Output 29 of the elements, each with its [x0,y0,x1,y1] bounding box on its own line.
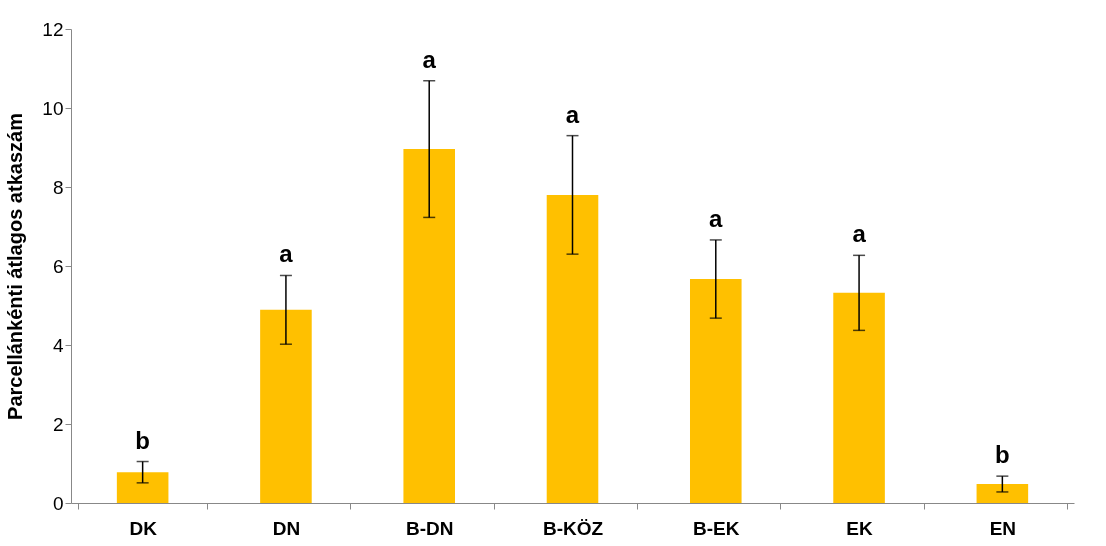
y-tick-label: 8 [52,176,64,198]
y-tick-label: 6 [52,255,64,277]
bar [260,309,312,503]
annotation: a [565,100,580,128]
x-tick-label: B-KÖZ [542,517,604,539]
bar [116,472,169,503]
y-tick-label: 2 [52,413,64,435]
bar [403,149,456,503]
y-tick-label: 10 [42,97,64,119]
y-tick-label: 0 [52,492,64,514]
x-tick-label: EN [989,517,1017,539]
x-tick-label: B-EK [693,517,740,539]
annotation: a [852,220,867,248]
x-tick-label: DN [272,517,301,539]
y-axis-title: Parcellánkénti átlagos atkaszám [4,113,27,420]
annotation: b [135,426,150,454]
annotation: a [709,204,724,232]
x-tick-label: B-DN [405,517,454,539]
annotation: a [279,240,294,268]
annotation: a [422,45,437,73]
y-tick-label: 12 [42,18,64,40]
bar [689,279,742,503]
bar [833,292,885,503]
x-tick-label: EK [846,517,874,539]
y-tick-label: 4 [52,334,64,356]
bar [976,484,1029,503]
x-tick-label: DK [129,517,158,539]
annotation: b [995,441,1010,469]
bar [546,194,599,503]
